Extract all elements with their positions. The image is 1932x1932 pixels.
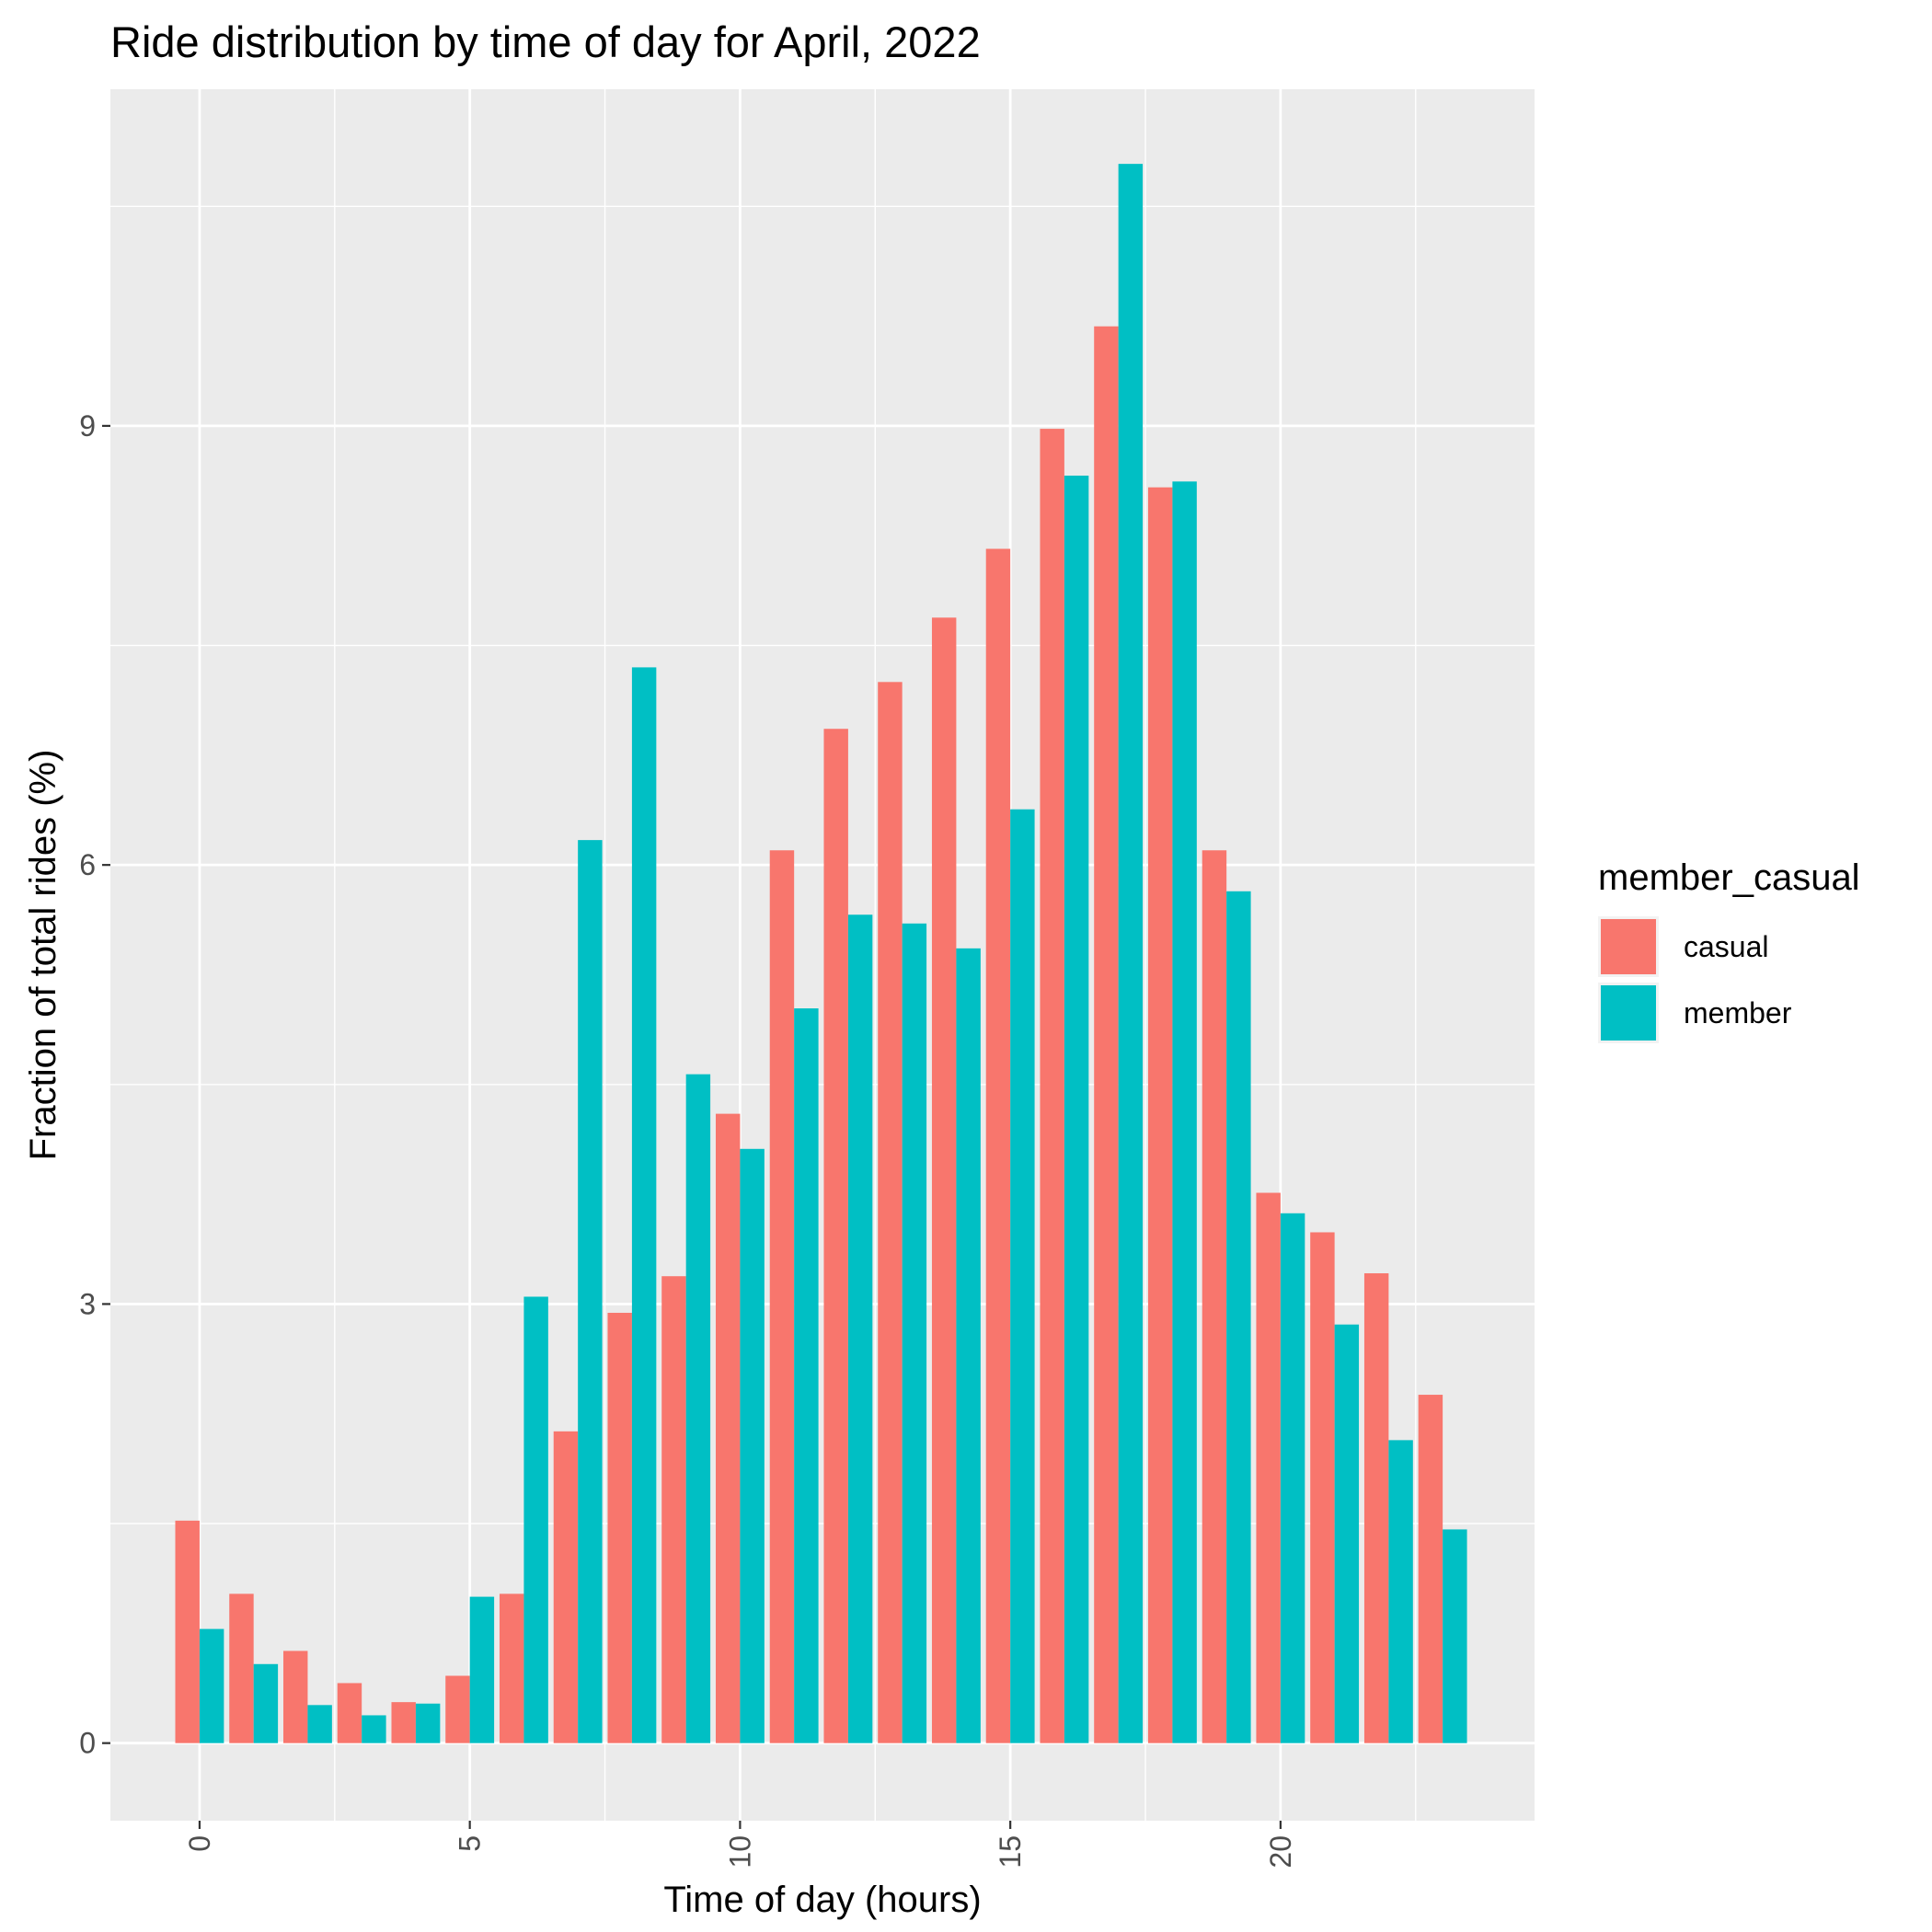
- bar-member-6: [523, 1296, 548, 1743]
- bar-casual-2: [282, 1650, 308, 1743]
- bar-member-18: [1172, 481, 1197, 1743]
- bar-casual-16: [1040, 429, 1064, 1743]
- x-axis-title: Time of day (hours): [663, 1880, 981, 1920]
- chart-title: Ride distribution by time of day for Apr…: [110, 17, 981, 66]
- bar-member-11: [794, 1008, 819, 1743]
- bar-casual-5: [445, 1675, 470, 1743]
- bar-casual-10: [715, 1113, 741, 1743]
- bar-member-19: [1226, 891, 1251, 1743]
- bar-casual-1: [229, 1593, 254, 1743]
- y-tick-label: 3: [79, 1287, 96, 1320]
- bar-casual-21: [1310, 1232, 1335, 1743]
- bar-casual-14: [931, 617, 957, 1743]
- bar-member-0: [199, 1628, 224, 1743]
- bars: [175, 164, 1467, 1743]
- y-axis-title: Fraction of total rides (%): [23, 750, 63, 1161]
- x-tick-label: 20: [1264, 1835, 1297, 1869]
- grid-minor: [110, 89, 1535, 1821]
- legend-title: member_casual: [1598, 857, 1860, 898]
- x-tick-label: 10: [723, 1835, 756, 1869]
- bar-casual-23: [1418, 1395, 1443, 1743]
- bar-member-16: [1064, 475, 1089, 1743]
- bar-casual-13: [878, 682, 903, 1743]
- bar-casual-22: [1363, 1273, 1389, 1743]
- legend: member_casual casual member: [1598, 857, 1860, 1043]
- bar-member-2: [307, 1705, 332, 1743]
- bar-member-22: [1388, 1440, 1413, 1743]
- bar-casual-3: [337, 1683, 362, 1743]
- bar-member-15: [1010, 809, 1035, 1743]
- y-tick-label: 9: [79, 409, 96, 443]
- bar-member-23: [1443, 1529, 1467, 1743]
- bar-member-9: [685, 1074, 711, 1743]
- y-tick-label: 0: [79, 1727, 96, 1760]
- bar-casual-12: [823, 729, 848, 1743]
- bar-casual-9: [661, 1276, 686, 1743]
- bar-member-5: [469, 1596, 495, 1743]
- bar-casual-19: [1202, 850, 1227, 1743]
- legend-label-casual: casual: [1684, 930, 1769, 963]
- bar-casual-7: [553, 1431, 579, 1743]
- bar-casual-0: [175, 1520, 200, 1743]
- bar-member-17: [1118, 164, 1144, 1743]
- bar-member-7: [578, 840, 603, 1743]
- legend-items: casual member: [1598, 916, 1792, 1043]
- bar-member-10: [740, 1148, 765, 1743]
- bar-casual-8: [607, 1312, 632, 1743]
- bar-member-20: [1280, 1213, 1305, 1743]
- legend-key-casual: [1601, 919, 1656, 974]
- bar-member-12: [847, 914, 873, 1743]
- bar-member-14: [956, 948, 981, 1743]
- bar-member-13: [902, 923, 927, 1743]
- legend-key-member: [1601, 985, 1656, 1041]
- bar-casual-15: [985, 548, 1011, 1743]
- x-tick-label: 15: [994, 1835, 1027, 1869]
- bar-member-1: [253, 1663, 279, 1743]
- bar-member-4: [415, 1703, 441, 1743]
- bar-casual-18: [1147, 487, 1173, 1743]
- bar-casual-6: [499, 1593, 524, 1743]
- bar-member-8: [631, 667, 657, 1743]
- bar-casual-4: [391, 1702, 416, 1743]
- y-tick-label: 6: [79, 848, 96, 881]
- x-tick-label: 0: [183, 1835, 216, 1852]
- legend-label-member: member: [1684, 996, 1792, 1029]
- y-axis-ticks: 0 3 6 9: [79, 409, 110, 1760]
- bar-casual-17: [1094, 326, 1119, 1743]
- grid-major: [110, 89, 1535, 1821]
- x-tick-label: 5: [454, 1835, 487, 1852]
- bar-casual-11: [769, 850, 795, 1743]
- bar-member-3: [362, 1715, 386, 1743]
- bar-member-21: [1334, 1324, 1360, 1743]
- bar-casual-20: [1256, 1192, 1281, 1743]
- x-axis-ticks: 0 5 10 15 20: [183, 1821, 1297, 1869]
